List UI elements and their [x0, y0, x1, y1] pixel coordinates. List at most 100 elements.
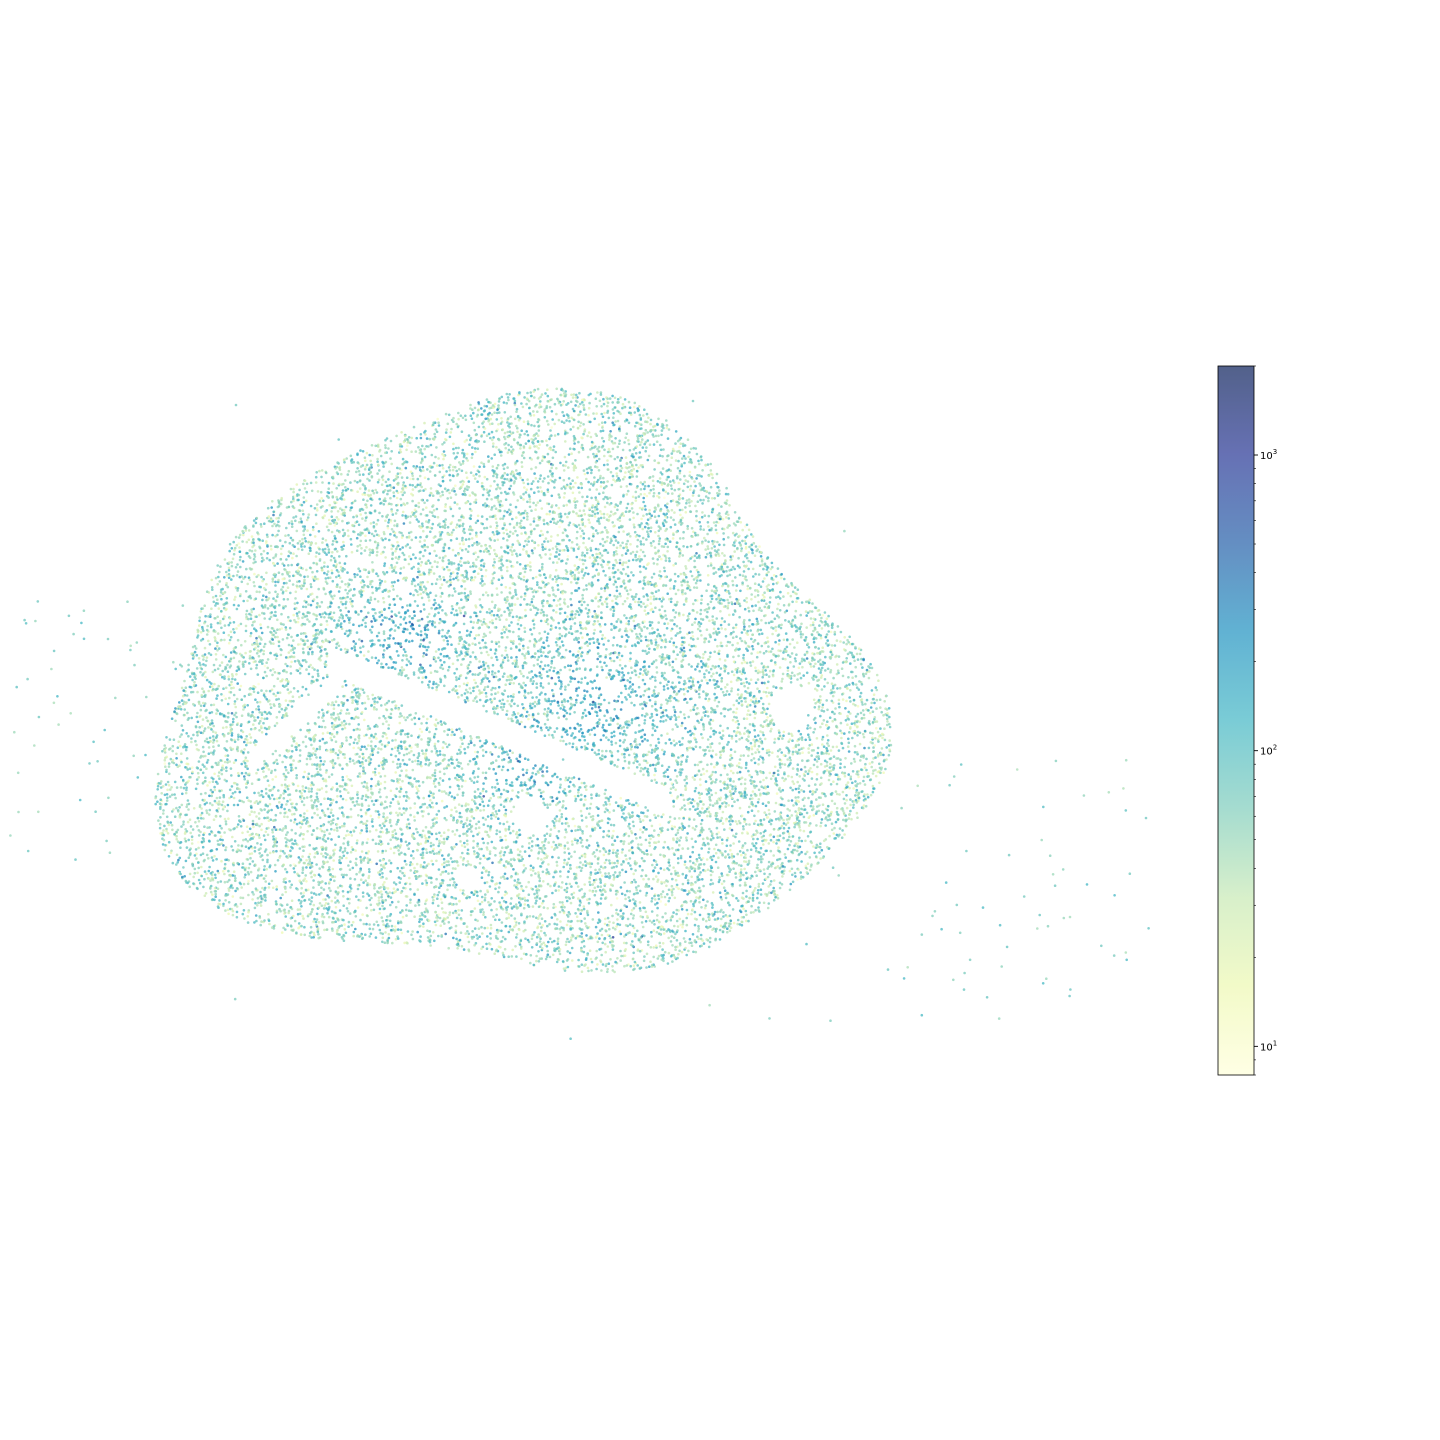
scatter-point	[185, 694, 189, 697]
scatter-point	[611, 614, 615, 618]
scatter-point	[585, 477, 588, 481]
scatter-point	[684, 567, 688, 570]
scatter-point	[757, 788, 761, 792]
scatter-point	[306, 722, 310, 725]
scatter-point	[782, 826, 786, 830]
scatter-point	[277, 789, 280, 792]
scatter-point	[764, 804, 768, 808]
scatter-point	[246, 582, 249, 586]
scatter-point	[532, 626, 536, 630]
scatter-point	[709, 485, 713, 489]
scatter-point	[498, 918, 501, 922]
scatter-point	[228, 788, 232, 792]
scatter-point	[710, 597, 714, 601]
scatter-point	[230, 774, 233, 777]
scatter-point	[266, 625, 270, 629]
scatter-point	[651, 610, 655, 614]
scatter-point	[301, 647, 305, 651]
scatter-point	[762, 673, 765, 676]
scatter-point	[324, 856, 328, 859]
scatter-point	[708, 491, 711, 495]
scatter-point	[238, 546, 241, 549]
scatter-point	[244, 756, 248, 759]
scatter-point	[512, 693, 515, 696]
scatter-point	[804, 839, 807, 843]
scatter-point	[755, 874, 758, 877]
scatter-point	[308, 843, 312, 847]
scatter-point	[535, 935, 539, 939]
scatter-point	[696, 533, 700, 537]
scatter-point	[377, 478, 381, 482]
scatter-point	[321, 612, 324, 616]
scatter-point	[419, 863, 423, 867]
scatter-point	[304, 786, 308, 789]
scatter-point	[549, 702, 552, 706]
scatter-point	[502, 401, 506, 404]
scatter-point	[776, 769, 780, 773]
scatter-point	[439, 720, 443, 723]
scatter-point	[540, 608, 544, 612]
scatter-point	[251, 890, 254, 894]
scatter-point	[388, 566, 392, 570]
scatter-point	[317, 883, 321, 886]
scatter-point	[441, 476, 445, 479]
scatter-point	[222, 694, 225, 698]
scatter-point	[345, 775, 349, 778]
scatter-point	[562, 400, 565, 403]
scatter-point	[380, 483, 384, 487]
scatter-point	[799, 613, 802, 617]
scatter-point	[490, 579, 494, 582]
scatter-point	[438, 753, 442, 756]
scatter-point	[397, 611, 401, 614]
scatter-point	[364, 759, 368, 762]
scatter-point	[532, 520, 536, 523]
scatter-point	[735, 699, 739, 702]
scatter-point	[265, 533, 269, 537]
scatter-point	[265, 661, 269, 664]
scatter-point	[355, 549, 359, 552]
scatter-point	[421, 780, 425, 784]
scatter-point	[581, 558, 584, 562]
scatter-point	[388, 538, 391, 542]
scatter-point	[531, 702, 535, 706]
scatter-point	[730, 828, 734, 832]
scatter-point	[729, 783, 732, 787]
scatter-point	[192, 875, 195, 879]
scatter-point	[472, 817, 476, 820]
scatter-point	[812, 763, 816, 767]
scatter-point	[342, 498, 346, 501]
scatter-point	[257, 791, 260, 795]
scatter-point	[482, 465, 486, 468]
scatter-point	[469, 691, 473, 695]
scatter-point	[622, 860, 625, 863]
scatter-point	[255, 639, 258, 643]
scatter-point	[475, 890, 479, 894]
scatter-point	[757, 810, 760, 813]
scatter-point	[641, 830, 645, 834]
scatter-point	[213, 788, 217, 792]
scatter-point	[602, 643, 605, 646]
scatter-point	[192, 702, 195, 706]
scatter-point	[642, 665, 645, 669]
scatter-point	[849, 662, 852, 665]
scatter-point	[503, 462, 507, 466]
scatter-point	[599, 429, 603, 433]
scatter-point	[410, 538, 414, 542]
scatter-point	[286, 664, 289, 668]
scatter-point	[290, 660, 293, 664]
scatter-point	[596, 562, 600, 566]
scatter-point	[752, 910, 755, 914]
scatter-point	[661, 948, 664, 951]
scatter-point	[618, 439, 621, 443]
scatter-point	[235, 910, 239, 914]
scatter-point	[353, 499, 357, 503]
scatter-point	[370, 896, 373, 900]
scatter-point	[614, 570, 617, 574]
scatter-point	[252, 525, 255, 528]
scatter-point	[761, 857, 764, 861]
scatter-point	[216, 582, 219, 586]
scatter-point	[434, 428, 438, 431]
scatter-point	[643, 408, 646, 412]
scatter-point	[887, 753, 891, 757]
scatter-point	[525, 885, 528, 889]
